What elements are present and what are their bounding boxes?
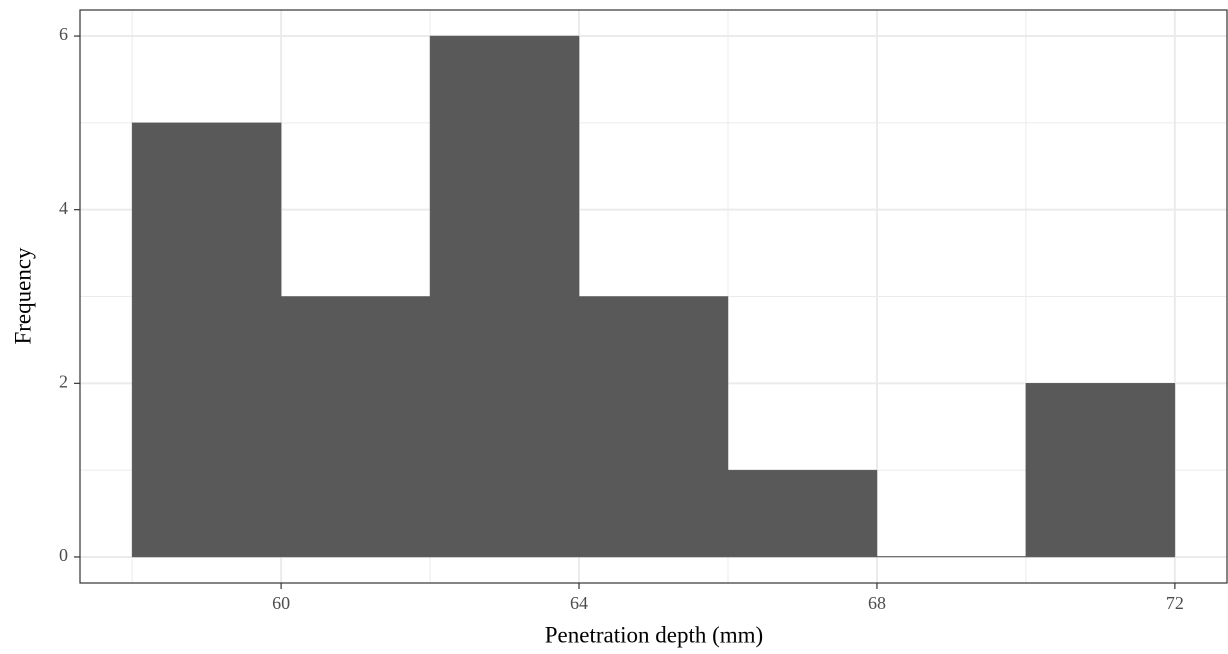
- x-tick-label: 68: [868, 593, 886, 613]
- bar: [578, 296, 729, 558]
- y-axis-title: Frequency: [10, 247, 35, 345]
- bar: [429, 35, 580, 558]
- y-tick-label: 2: [59, 371, 68, 391]
- y-tick-label: 4: [59, 198, 68, 218]
- y-tick-label: 0: [59, 545, 68, 565]
- bar: [876, 556, 1027, 558]
- x-tick-label: 72: [1166, 593, 1184, 613]
- bar: [131, 122, 282, 558]
- bar: [727, 469, 878, 558]
- bar: [280, 296, 431, 558]
- y-tick-label: 6: [59, 24, 68, 44]
- x-tick-label: 60: [272, 593, 290, 613]
- x-tick-label: 64: [570, 593, 588, 613]
- bar: [1025, 383, 1176, 558]
- x-axis-title: Penetration depth (mm): [545, 622, 763, 647]
- plot-border: [79, 9, 1228, 584]
